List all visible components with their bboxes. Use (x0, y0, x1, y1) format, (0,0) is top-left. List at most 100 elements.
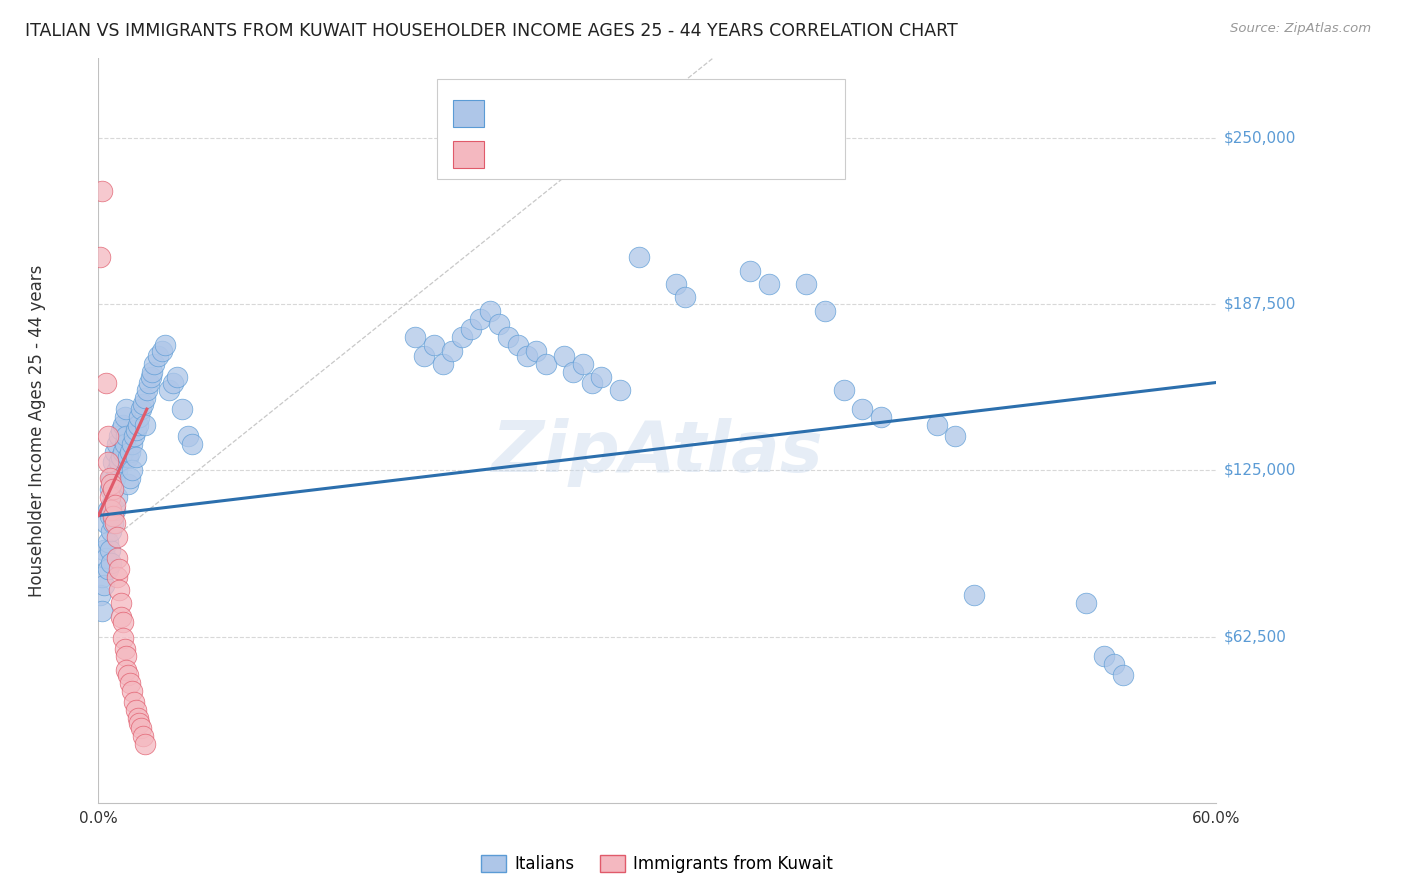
Point (460, 322, 482, 336)
Point (94, 551, 117, 566)
Point (488, 317, 510, 331)
Point (108, 455, 131, 469)
Point (115, 649, 138, 664)
Point (404, 330, 426, 344)
Text: R =: R = (501, 146, 537, 164)
Point (114, 641, 136, 656)
Point (832, 384, 855, 398)
Point (432, 357, 454, 371)
Point (155, 338, 177, 352)
Point (93, 543, 115, 558)
Point (869, 410, 891, 425)
Legend: Italians, Immigrants from Kuwait: Italians, Immigrants from Kuwait (475, 848, 839, 880)
Point (591, 370, 613, 384)
Point (94, 516, 117, 531)
Point (108, 582, 131, 597)
Text: ITALIAN VS IMMIGRANTS FROM KUWAIT HOUSEHOLDER INCOME AGES 25 - 44 YEARS CORRELAT: ITALIAN VS IMMIGRANTS FROM KUWAIT HOUSEH… (25, 22, 957, 40)
Point (166, 370, 188, 384)
Point (97, 428, 120, 442)
Point (127, 418, 149, 433)
Point (103, 508, 125, 523)
Point (98, 508, 121, 523)
Point (110, 423, 132, 437)
Point (89, 251, 111, 265)
Text: $125,000: $125,000 (1223, 463, 1296, 478)
Point (150, 343, 173, 358)
Point (125, 423, 148, 437)
Point (134, 418, 156, 433)
Point (100, 471, 122, 485)
Point (91, 184, 114, 198)
Point (121, 463, 143, 477)
Point (108, 562, 131, 576)
Point (665, 277, 688, 291)
Point (100, 476, 122, 491)
Point (105, 551, 128, 566)
Point (441, 343, 464, 358)
Point (111, 418, 134, 433)
Point (132, 729, 155, 743)
Point (125, 703, 148, 717)
Point (1112, 668, 1135, 682)
Point (138, 376, 160, 390)
Text: Source: ZipAtlas.com: Source: ZipAtlas.com (1230, 22, 1371, 36)
Point (97, 503, 120, 517)
Point (581, 376, 603, 390)
Point (524, 343, 547, 358)
Point (1094, 649, 1116, 664)
Point (100, 498, 122, 512)
Point (180, 436, 202, 450)
Point (100, 503, 122, 517)
Point (851, 402, 873, 417)
Point (796, 277, 818, 291)
Point (111, 615, 134, 629)
Point (128, 716, 150, 731)
Point (814, 303, 837, 318)
Point (104, 471, 127, 485)
Point (103, 516, 125, 531)
Point (105, 490, 128, 504)
Point (132, 397, 155, 411)
Point (103, 482, 125, 496)
Point (135, 384, 157, 398)
Point (121, 436, 143, 450)
Point (104, 516, 127, 531)
Point (97, 535, 120, 549)
Point (98, 482, 121, 496)
Point (125, 450, 148, 464)
Text: 35: 35 (633, 146, 657, 164)
Point (114, 436, 136, 450)
Point (627, 251, 650, 265)
Point (177, 428, 200, 442)
Point (104, 444, 127, 458)
Point (758, 277, 780, 291)
Point (127, 711, 149, 725)
Point (516, 349, 538, 363)
Point (122, 695, 145, 709)
Point (110, 596, 132, 610)
Point (97, 562, 120, 576)
Point (117, 476, 139, 491)
Point (963, 588, 986, 602)
Point (673, 290, 696, 304)
Point (450, 330, 472, 344)
Point (1074, 596, 1097, 610)
Point (423, 338, 446, 352)
Point (162, 376, 184, 390)
Point (100, 557, 122, 571)
Point (134, 737, 156, 751)
Point (129, 721, 152, 735)
Point (120, 676, 142, 690)
Point (115, 663, 138, 677)
Point (103, 455, 125, 469)
Point (143, 357, 166, 371)
Point (105, 570, 128, 584)
Point (98, 543, 121, 558)
Point (111, 631, 134, 645)
Text: ZipAtlas: ZipAtlas (492, 418, 823, 487)
Text: 0.294: 0.294 (537, 104, 591, 122)
Point (105, 436, 128, 450)
Point (478, 303, 501, 318)
Text: $62,500: $62,500 (1223, 629, 1286, 644)
Point (172, 402, 194, 417)
